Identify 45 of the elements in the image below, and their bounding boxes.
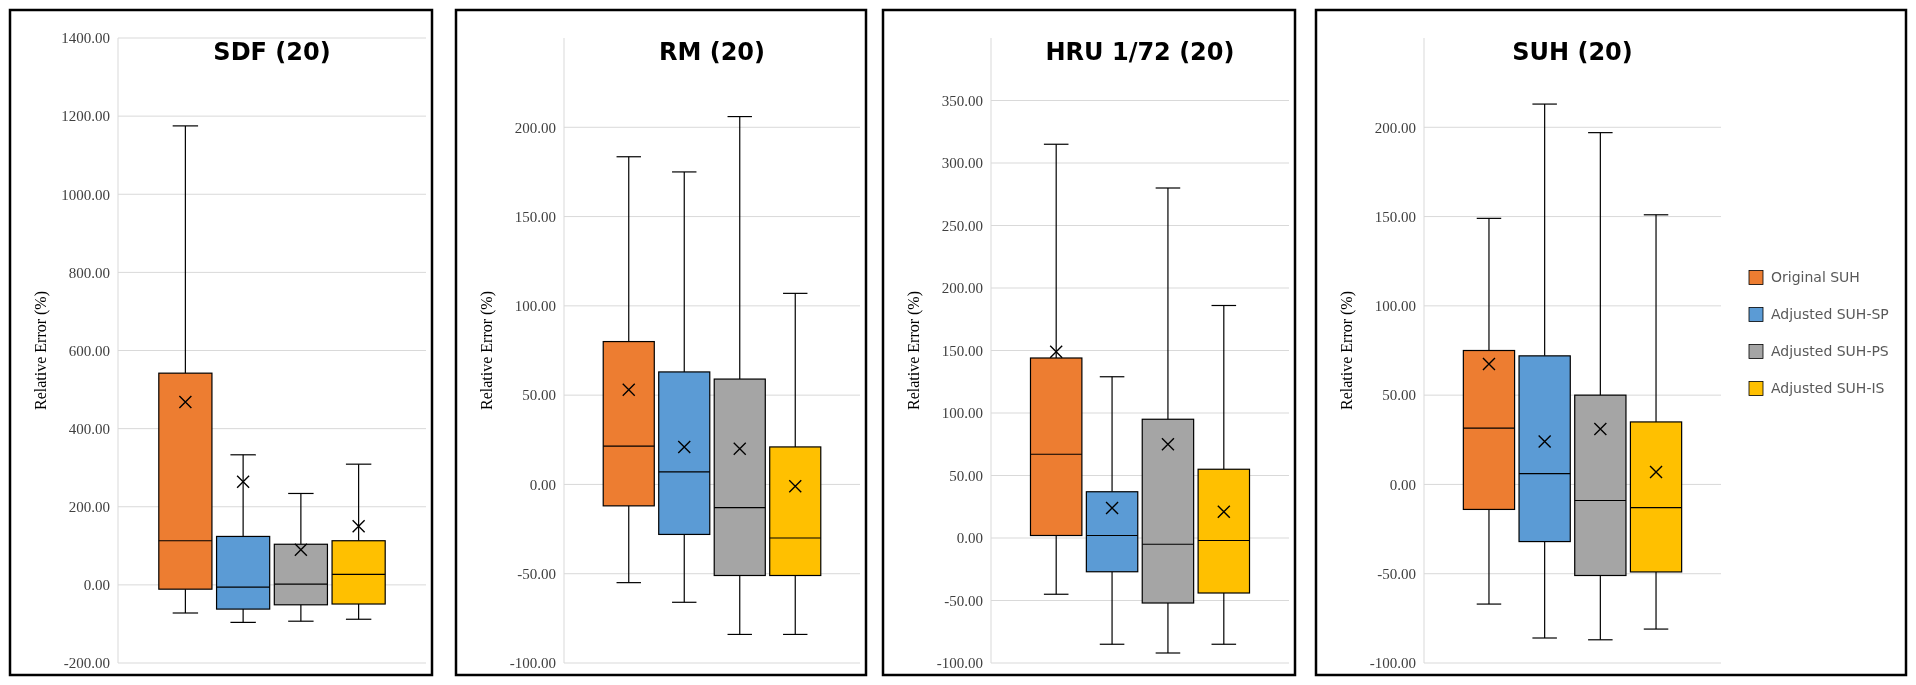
y-tick-label: 50.00 [1382,387,1416,404]
y-tick-label: -50.00 [517,565,556,582]
y-axis-title: Relative Error (%) [905,290,923,411]
y-tick-label: 1200.00 [61,108,110,125]
y-tick-label: 800.00 [68,264,110,281]
chart-title: SDF (20) [213,38,331,66]
y-tick-label: 200.00 [68,499,110,515]
y-tick-label: 400.00 [68,420,110,437]
y-tick-label: -100.00 [509,655,556,672]
y-tick-label: 250.00 [941,217,983,234]
chart-title: RM (20) [658,38,766,66]
y-tick-label: 100.00 [514,298,556,315]
chart-title: HRU 1/72 (20) [1045,38,1235,66]
y-tick-label: 350.00 [941,92,983,109]
chart-title: SUH (20) [1512,38,1633,66]
y-tick-label: -100.00 [1369,655,1416,672]
legend-label: Adjusted SUH-SP [1771,306,1889,323]
y-tick-label: 1000.00 [61,186,110,203]
y-tick-label: 600.00 [68,342,110,359]
y-tick-label: -100.00 [936,655,983,672]
y-tick-label: 200.00 [941,280,983,297]
y-tick-label: 300.00 [941,155,983,172]
y-tick-label: 50.00 [949,467,983,484]
y-tick-label: 150.00 [941,342,983,359]
y-tick-label: 200.00 [514,119,556,136]
y-tick-label: -50.00 [1377,565,1416,582]
y-tick-label: 150.00 [514,208,556,225]
y-tick-label: 100.00 [941,405,983,422]
y-tick-label: 100.00 [1374,298,1416,315]
y-tick-label: 0.00 [529,476,556,493]
y-tick-label: 0.00 [1389,476,1416,493]
y-tick-label: 150.00 [1374,208,1416,225]
y-tick-label: 200.00 [1374,119,1416,136]
y-tick-label: 0.00 [956,530,983,547]
y-axis-title: Relative Error (%) [478,290,496,411]
y-tick-label: -50.00 [944,592,983,609]
y-tick-label: -200.00 [63,655,110,672]
y-axis-title: Relative Error (%) [32,290,50,411]
y-tick-label: 0.00 [83,577,110,594]
legend-label: Original SUH [1771,269,1860,286]
y-axis-title: Relative Error (%) [1338,290,1356,411]
legend-label: Adjusted SUH-PS [1771,343,1889,360]
y-tick-label: 50.00 [522,387,556,404]
legend-label: Adjusted SUH-IS [1771,380,1885,397]
y-tick-label: 1400.00 [61,30,110,47]
